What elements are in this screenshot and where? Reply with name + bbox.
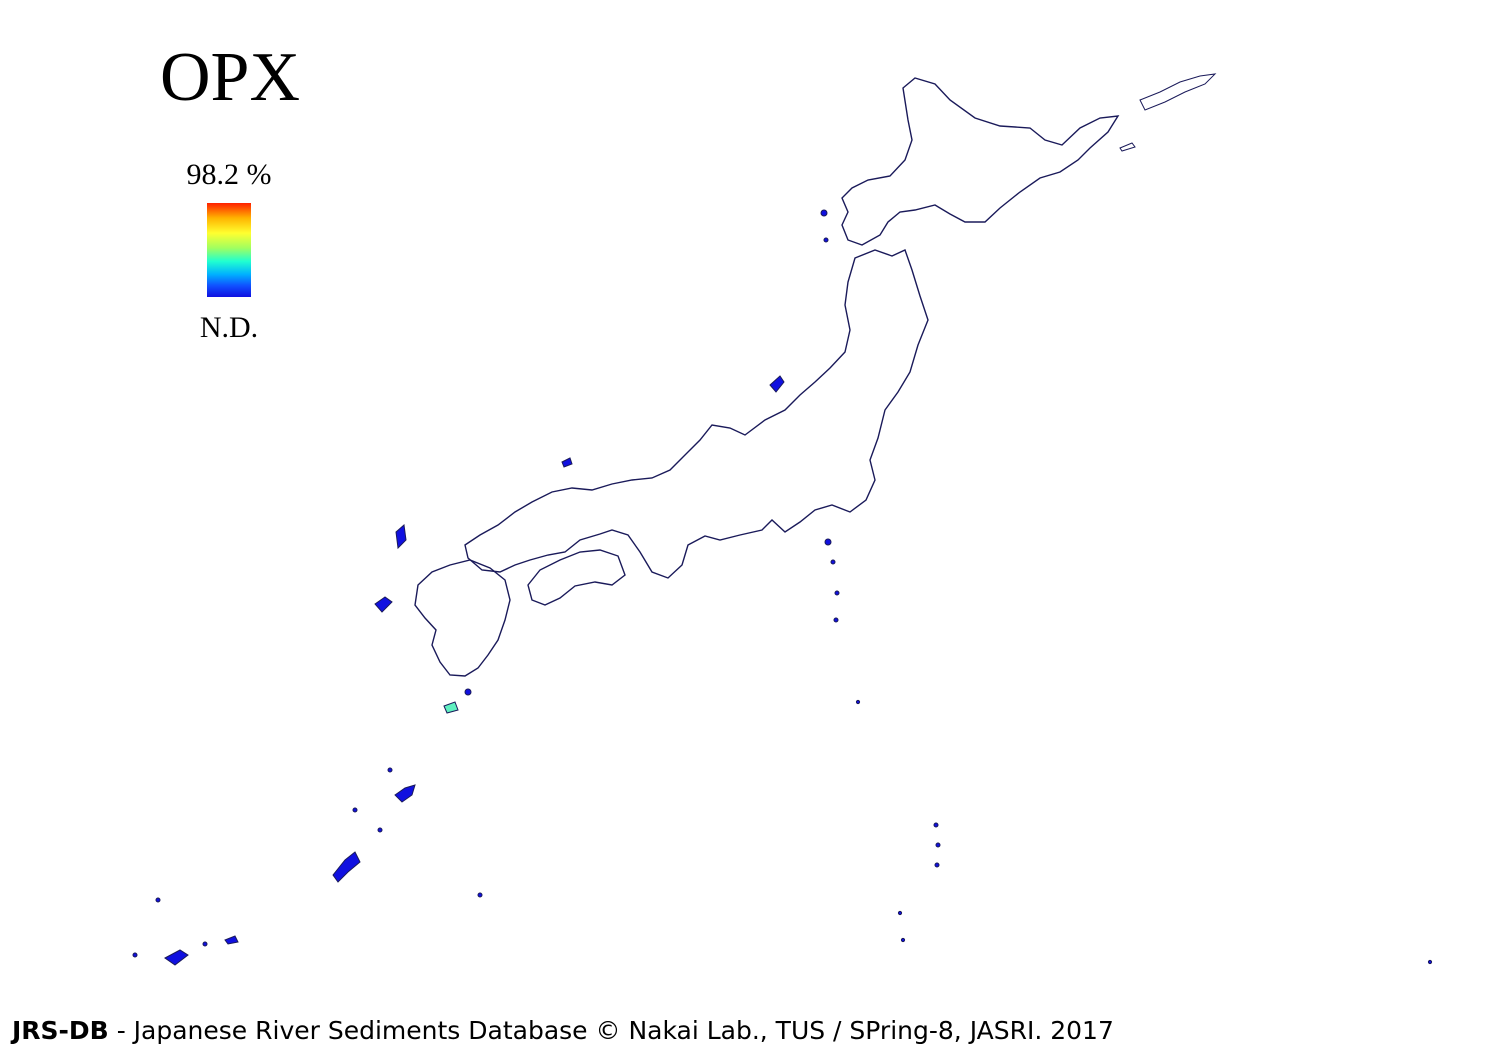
- legend-max-label: 98.2 %: [186, 158, 272, 191]
- map-title: OPX: [160, 39, 301, 116]
- legend-color-bar: [207, 203, 251, 297]
- small-islands: [132, 73, 1433, 966]
- footer-text: - Japanese River Sediments Database © Na…: [108, 1016, 1114, 1045]
- footer-credit: JRS-DB - Japanese River Sediments Databa…: [12, 1014, 1114, 1048]
- coastline: [414, 77, 1119, 677]
- footer-brand: JRS-DB: [12, 1016, 109, 1045]
- legend-min-label: N.D.: [199, 311, 259, 344]
